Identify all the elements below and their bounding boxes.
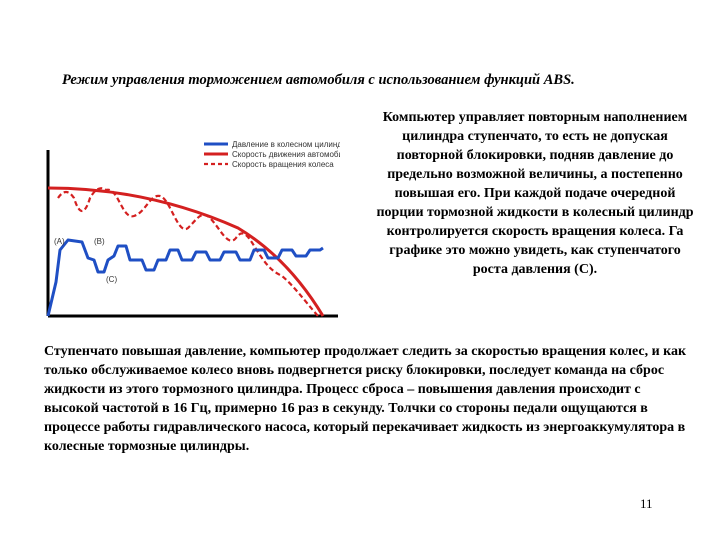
wheel-speed-curve — [57, 187, 319, 317]
vehicle-speed-curve — [47, 186, 325, 317]
side-paragraph: Компьютер управляет повторным наполнение… — [376, 110, 694, 278]
marker-a: (A) — [54, 237, 65, 246]
graph-legend: Давление в колесном цилиндре Скорость дв… — [204, 140, 340, 169]
legend-label-pressure: Давление в колесном цилиндре — [232, 140, 340, 149]
marker-c: (C) — [106, 275, 117, 284]
abs-braking-graph: Давление в колесном цилиндре Скорость дв… — [38, 128, 340, 328]
legend-label-vehicle-speed: Скорость движения автомобиля — [232, 150, 340, 159]
body-paragraph: Ступенчато повышая давление, компьютер п… — [44, 344, 687, 455]
legend-label-wheel-speed: Скорость вращения колеса — [232, 160, 334, 169]
page-number: 11 — [640, 496, 653, 511]
wheel-pressure-curve — [46, 238, 324, 317]
graph-svg: Давление в колесном цилиндре Скорость дв… — [46, 140, 340, 318]
marker-b: (B) — [94, 237, 105, 246]
slide-title: Режим управления торможением автомобиля … — [62, 72, 575, 88]
